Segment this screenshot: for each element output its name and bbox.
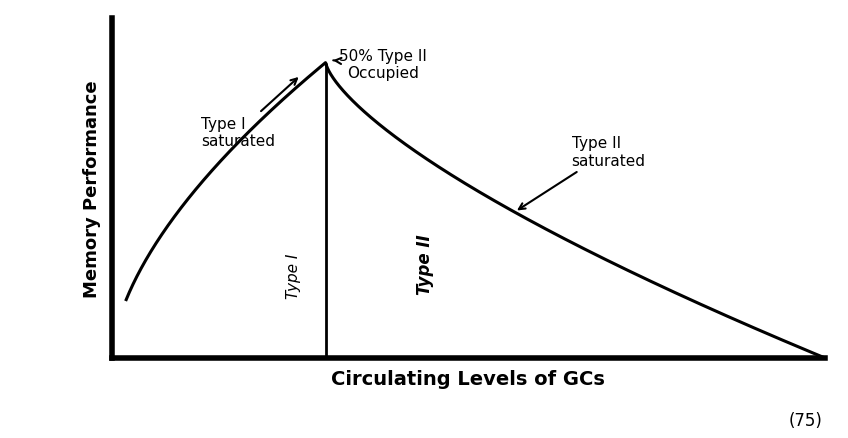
Text: 50% Type II
Occupied: 50% Type II Occupied xyxy=(333,49,427,81)
Text: Type I
saturated: Type I saturated xyxy=(201,79,297,149)
Text: Type II
saturated: Type II saturated xyxy=(519,136,645,210)
Y-axis label: Memory Performance: Memory Performance xyxy=(83,80,101,297)
Text: Type II: Type II xyxy=(416,233,434,294)
Text: (75): (75) xyxy=(789,411,823,429)
X-axis label: Circulating Levels of GCs: Circulating Levels of GCs xyxy=(332,369,605,388)
Text: Type I: Type I xyxy=(286,253,301,298)
